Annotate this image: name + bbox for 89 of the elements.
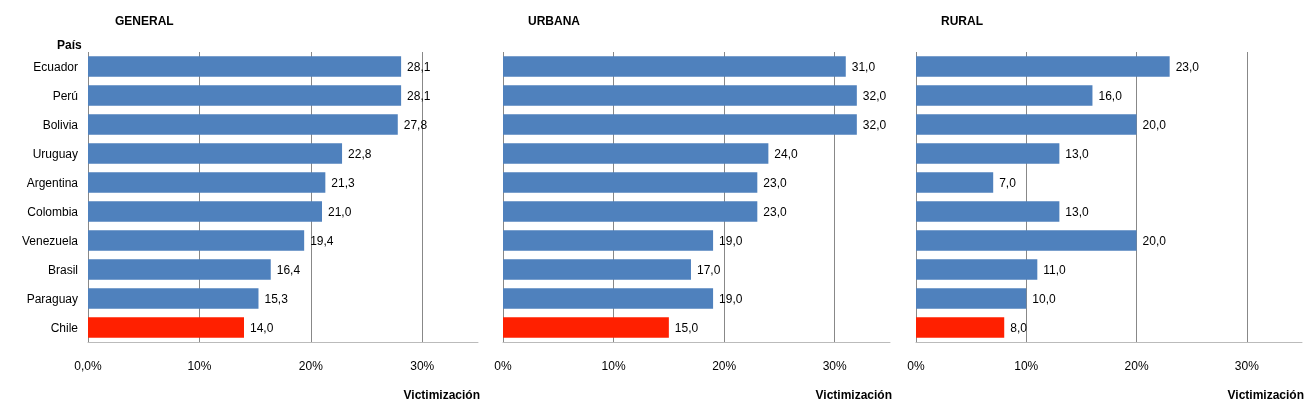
bar: [503, 172, 758, 193]
x-tick-label: 30%: [822, 359, 848, 373]
bar: [503, 56, 846, 77]
bar: [88, 172, 326, 193]
bar: [88, 317, 244, 338]
data-label: 14,0: [250, 320, 274, 335]
chart-title: GENERAL: [115, 14, 174, 28]
data-label: 8,0: [1010, 320, 1028, 335]
data-label: 19,4: [310, 233, 334, 248]
y-axis-title: País: [57, 38, 83, 52]
y-tick-label: Chile: [50, 320, 79, 335]
x-tick-label: 0%: [494, 359, 512, 373]
x-axis-title: Victimización: [403, 388, 481, 402]
data-label: 7,0: [999, 175, 1017, 190]
data-label: 23,0: [1175, 59, 1200, 74]
data-label: 23,0: [763, 175, 787, 190]
bar: [916, 230, 1137, 251]
data-label: 16,4: [276, 262, 301, 277]
x-tick-label: 10%: [601, 359, 626, 373]
x-tick-label: 20%: [1124, 359, 1149, 373]
data-label: 28,1: [407, 88, 431, 103]
data-label: 22,8: [348, 146, 372, 161]
data-label: 10,0: [1032, 291, 1056, 306]
bar: [503, 259, 691, 280]
bar: [88, 259, 271, 280]
data-label: 15,3: [264, 291, 289, 306]
data-label: 11,0: [1043, 262, 1067, 277]
data-label: 19,0: [719, 291, 743, 306]
y-tick-label: Uruguay: [32, 146, 78, 161]
y-tick-label: Colombia: [27, 204, 79, 219]
data-label: 32,0: [862, 117, 887, 132]
x-tick-label: 0,0%: [74, 359, 102, 373]
data-label: 15,0: [674, 320, 699, 335]
y-tick-label: Perú: [52, 88, 78, 103]
bar: [916, 56, 1170, 77]
y-tick-label: Venezuela: [21, 233, 79, 248]
data-label: 17,0: [696, 262, 721, 277]
bar: [916, 114, 1137, 135]
bar: [88, 143, 343, 164]
x-tick-label: 10%: [1014, 359, 1039, 373]
x-tick-label: 10%: [187, 359, 212, 373]
bar: [88, 85, 402, 106]
chart-title: RURAL: [941, 14, 983, 28]
bar: [503, 85, 857, 106]
bar: [916, 201, 1060, 222]
data-label: 28,1: [407, 59, 431, 74]
data-label: 32,0: [862, 88, 887, 103]
bar: [88, 56, 402, 77]
x-tick-label: 30%: [410, 359, 435, 373]
bar: [503, 317, 669, 338]
bar: [503, 143, 769, 164]
x-tick-label: 30%: [1234, 359, 1260, 373]
bar: [916, 259, 1038, 280]
y-tick-label: Argentina: [26, 175, 79, 190]
bar: [916, 85, 1093, 106]
y-tick-label: Ecuador: [33, 59, 78, 74]
x-tick-label: 20%: [712, 359, 737, 373]
bar: [88, 201, 322, 222]
bar: [88, 288, 259, 309]
data-label: 20,0: [1142, 117, 1167, 132]
y-tick-label: Paraguay: [26, 291, 78, 306]
data-label: 24,0: [774, 146, 799, 161]
bar: [916, 288, 1027, 309]
bar: [916, 143, 1060, 164]
data-label: 19,0: [719, 233, 743, 248]
data-label: 13,0: [1065, 146, 1090, 161]
bar: [88, 230, 305, 251]
bar: [503, 288, 714, 309]
x-tick-label: 0%: [907, 359, 925, 373]
data-label: 16,0: [1098, 88, 1123, 103]
bar: [916, 317, 1005, 338]
x-axis-title: Victimización: [1227, 388, 1305, 402]
x-axis-title: Victimización: [815, 388, 893, 402]
chart-title: URBANA: [528, 14, 581, 28]
data-label: 13,0: [1065, 204, 1090, 219]
bar: [916, 172, 994, 193]
bar: [503, 201, 758, 222]
data-label: 21,3: [331, 175, 356, 190]
data-label: 23,0: [763, 204, 787, 219]
bar: [503, 114, 857, 135]
y-tick-label: Bolivia: [42, 117, 79, 132]
data-label: 27,8: [403, 117, 428, 132]
y-tick-label: Brasil: [47, 262, 78, 277]
bar: [503, 230, 714, 251]
data-label: 21,0: [328, 204, 352, 219]
data-label: 31,0: [851, 59, 876, 74]
data-label: 20,0: [1142, 233, 1167, 248]
x-tick-label: 20%: [298, 359, 324, 373]
bar: [88, 114, 398, 135]
